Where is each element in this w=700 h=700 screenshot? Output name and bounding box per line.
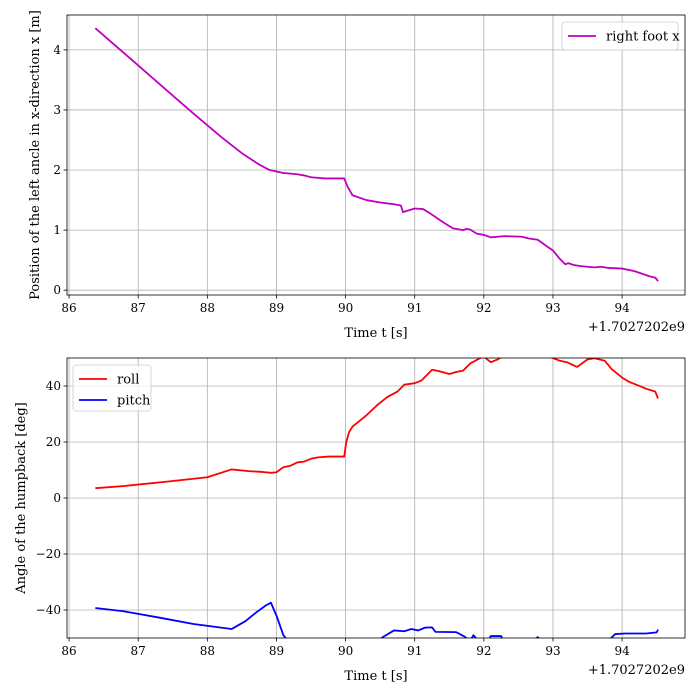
x-tick-label: 87: [131, 644, 146, 658]
x-tick-label: 86: [61, 644, 76, 658]
x-tick-label: 93: [545, 301, 560, 315]
x-tick-label: 92: [476, 301, 491, 315]
x-tick-label: 89: [269, 644, 284, 658]
chart-position: 86 87 88 89 90 91 92 93 94 0 1 2 3 4 Time t [s] +1.7…: [28, 10, 686, 341]
x-tick-label: 91: [407, 644, 422, 658]
legend: right foot x: [561, 21, 680, 51]
x-tick-label: 86: [61, 301, 76, 315]
y-tick-label: 0: [53, 491, 61, 505]
y-tick-label: 20: [46, 435, 61, 449]
legend-label: right foot x: [606, 30, 680, 45]
y-tick-label: 3: [53, 103, 61, 117]
x-tick-label: 90: [338, 644, 353, 658]
x-ticks: 86 87 88 89 90 91 92 93 94: [61, 638, 630, 658]
series-line-pitch: [95, 601, 659, 638]
x-tick-label: 88: [200, 301, 215, 315]
y-tick-label: −20: [36, 547, 61, 561]
plot-lines: [95, 358, 659, 638]
y-axis-label: Angle of the humpback [deg]: [14, 402, 29, 595]
y-ticks: 0 1 2 3 4: [53, 43, 67, 297]
x-offset-label: +1.7027202e9: [588, 663, 685, 678]
y-tick-label: 0: [53, 283, 61, 297]
grid-lines: [67, 358, 685, 638]
x-tick-label: 94: [614, 644, 630, 658]
y-tick-label: 2: [53, 163, 61, 177]
y-ticks: −40 −20 0 20 40: [36, 379, 67, 617]
x-tick-label: 88: [200, 644, 215, 658]
legend: roll pitch: [72, 364, 152, 412]
x-ticks: 86 87 88 89 90 91 92 93 94: [61, 295, 630, 315]
x-axis-label: Time t [s]: [344, 669, 407, 684]
legend-box: [561, 21, 679, 51]
y-tick-label: −40: [36, 603, 61, 617]
series-line-roll: [95, 358, 659, 490]
legend-label: pitch: [117, 394, 151, 409]
plot-frame: [66, 14, 686, 296]
x-axis-label: Time t [s]: [344, 326, 407, 341]
x-tick-label: 90: [338, 301, 353, 315]
chart-angle: 86 87 88 89 90 91 92 93 94 −40 −20 0 20 40 Time t [s…: [14, 357, 686, 684]
x-tick-label: 94: [614, 301, 630, 315]
grid-lines: [67, 15, 685, 295]
x-tick-label: 93: [545, 644, 560, 658]
y-tick-label: 4: [53, 43, 61, 57]
x-tick-label: 89: [269, 301, 284, 315]
y-tick-label: 40: [46, 379, 61, 393]
series-line-right-foot-x: [94, 27, 659, 282]
y-axis-label: Position of the left ancle in x-directio…: [28, 10, 43, 300]
x-tick-label: 91: [407, 301, 422, 315]
x-offset-label: +1.7027202e9: [588, 320, 685, 335]
x-tick-label: 87: [131, 301, 146, 315]
x-tick-label: 92: [476, 644, 491, 658]
y-tick-label: 1: [53, 223, 61, 237]
legend-label: roll: [117, 373, 139, 388]
plot-lines: [94, 27, 659, 282]
